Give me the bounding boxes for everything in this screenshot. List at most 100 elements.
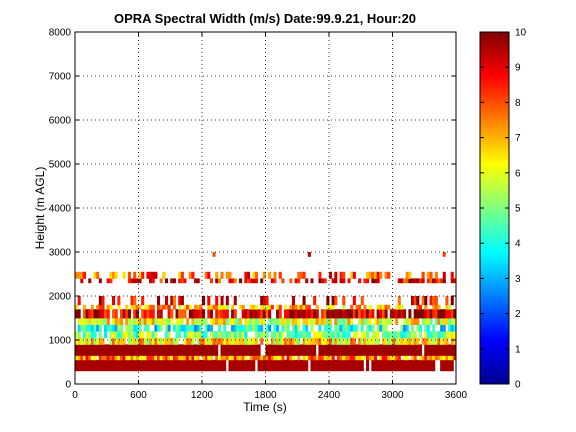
heatmap-cell xyxy=(196,331,200,339)
heatmap-cell xyxy=(265,309,269,319)
heatmap-cell xyxy=(421,309,425,319)
heatmap-cell xyxy=(453,324,456,332)
heatmap-cell xyxy=(450,337,454,345)
heatmap-cell xyxy=(231,304,235,310)
heatmap-cell xyxy=(265,304,269,310)
heatmap-cell xyxy=(408,278,412,284)
heatmap-cell xyxy=(360,344,364,356)
heatmap-cell xyxy=(117,344,121,356)
heatmap-cell xyxy=(254,344,258,356)
colorbar-tick-label: 8 xyxy=(515,98,521,109)
heatmap-cell xyxy=(96,344,100,356)
heatmap-cell xyxy=(149,344,153,356)
heatmap-cell xyxy=(98,337,102,345)
heatmap-cell xyxy=(143,355,147,361)
heatmap-cell xyxy=(392,344,396,356)
heatmap-cell xyxy=(315,318,319,325)
heatmap-cell xyxy=(331,344,335,356)
heatmap-cell xyxy=(164,296,169,306)
heatmap-cell xyxy=(194,304,198,310)
heatmap-cell xyxy=(366,271,370,279)
heatmap-cell xyxy=(307,344,311,356)
heatmap-cell xyxy=(413,309,417,319)
heatmap-cell xyxy=(297,309,301,319)
x-tick-label: 3600 xyxy=(445,390,468,401)
heatmap-cell xyxy=(366,324,370,332)
heatmap-cell xyxy=(411,331,415,339)
heatmap-cell xyxy=(194,278,198,284)
heatmap-cell xyxy=(395,331,399,339)
heatmap-cell xyxy=(418,344,423,356)
heatmap-cell xyxy=(220,331,224,339)
heatmap-cell xyxy=(249,309,253,319)
heatmap-cell xyxy=(196,304,200,310)
heatmap-cell xyxy=(344,355,348,361)
heatmap-cell xyxy=(217,355,221,361)
heatmap-cell xyxy=(246,359,251,372)
heatmap-cell xyxy=(371,278,375,284)
heatmap-cell xyxy=(395,318,399,325)
heatmap-cell xyxy=(75,271,79,279)
heatmap-cell xyxy=(294,337,298,345)
heatmap-cell xyxy=(135,278,139,284)
heatmap-cell xyxy=(331,278,335,284)
heatmap-cell xyxy=(93,359,97,372)
heatmap-cell xyxy=(291,337,296,345)
heatmap-cell xyxy=(434,331,438,339)
heatmap-cell xyxy=(77,337,81,345)
heatmap-cell xyxy=(196,309,200,319)
heatmap-cell xyxy=(207,359,211,372)
x-tick-label: 2400 xyxy=(318,390,341,401)
heatmap-cell xyxy=(146,344,150,356)
heatmap-cell xyxy=(373,331,378,339)
heatmap-cell xyxy=(397,359,401,372)
heatmap-cell xyxy=(217,278,221,284)
heatmap-cell xyxy=(112,331,116,339)
heatmap-cell xyxy=(289,309,293,319)
heatmap-cell xyxy=(339,337,343,345)
heatmap-cell xyxy=(75,309,79,319)
heatmap-cell xyxy=(186,359,190,372)
heatmap-cell xyxy=(82,318,86,325)
heatmap-cell xyxy=(225,318,229,325)
heatmap-cell xyxy=(231,278,235,284)
heatmap-cell xyxy=(170,337,174,345)
heatmap-cell xyxy=(416,296,420,306)
heatmap-cell xyxy=(135,355,139,361)
heatmap-cell xyxy=(133,271,137,279)
heatmap-cell xyxy=(262,309,266,319)
heatmap-cell xyxy=(379,324,383,332)
heatmap-cell xyxy=(450,355,454,361)
heatmap-cell xyxy=(305,337,309,345)
heatmap-cell xyxy=(426,359,430,372)
heatmap-cell xyxy=(175,309,179,319)
heatmap-cell xyxy=(294,324,298,332)
heatmap-cell xyxy=(411,355,415,361)
heatmap-cell xyxy=(117,324,121,332)
heatmap-cell xyxy=(130,359,134,372)
heatmap-cell xyxy=(440,331,444,339)
heatmap-cell xyxy=(336,324,340,332)
heatmap-cell xyxy=(199,359,203,372)
heatmap-cell xyxy=(212,304,216,310)
heatmap-cell xyxy=(215,359,219,372)
heatmap-cell xyxy=(284,337,288,345)
heatmap-cell xyxy=(130,355,134,361)
heatmap-cell xyxy=(202,296,206,306)
heatmap-cell xyxy=(342,355,346,361)
heatmap-cell xyxy=(196,337,200,345)
heatmap-cell xyxy=(244,337,248,345)
heatmap-cell xyxy=(178,344,182,356)
heatmap-cell xyxy=(233,337,237,345)
heatmap-cell xyxy=(254,278,258,284)
heatmap-cell xyxy=(265,331,269,339)
heatmap-cell xyxy=(360,318,364,325)
heatmap-cell xyxy=(133,355,137,361)
heatmap-cell xyxy=(371,359,375,372)
heatmap-cell xyxy=(104,309,108,319)
heatmap-cell xyxy=(254,304,258,310)
heatmap-cell xyxy=(342,296,346,306)
heatmap-cell xyxy=(109,355,113,361)
heatmap-cell xyxy=(379,304,383,310)
heatmap-cell xyxy=(323,337,327,345)
